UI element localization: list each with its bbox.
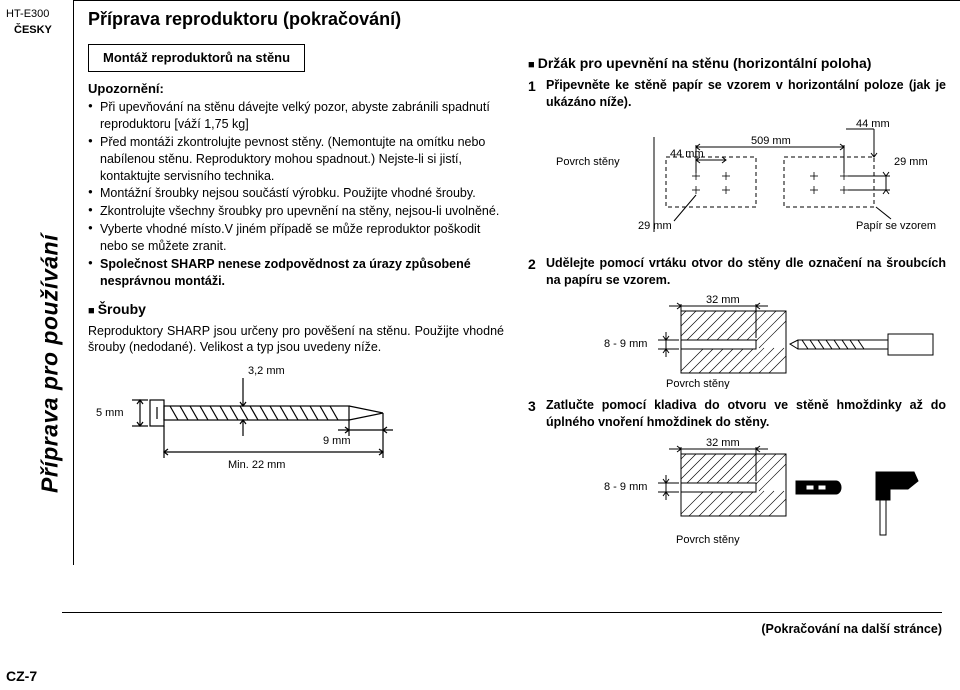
screw-svg: 5 mm 3,2 mm 9 mm Min. 22 mm [88,358,468,473]
list-item: Montážní šroubky nejsou součástí výrobku… [88,185,504,202]
page-number: CZ-7 [6,668,37,684]
step-1-text: Připevněte ke stěně papír se vzorem v ho… [546,77,946,111]
screws-heading: Šrouby [88,300,504,319]
step-list: 1 Připevněte ke stěně papír se vzorem v … [528,77,946,547]
step-3-text: Zatlučte pomocí kladiva do otvoru ve stě… [546,397,946,431]
svg-text:5 mm: 5 mm [96,407,124,419]
svg-text:44 mm: 44 mm [856,118,890,130]
svg-text:Povrch stěny: Povrch stěny [676,534,740,546]
svg-text:8 - 9 mm: 8 - 9 mm [604,338,647,350]
model-code: HT-E300 [6,8,65,20]
svg-text:8 - 9 mm: 8 - 9 mm [604,481,647,493]
svg-text:Povrch stěny: Povrch stěny [666,378,730,389]
svg-text:9 mm: 9 mm [323,435,351,447]
step-2-text: Udělejte pomocí vrtáku otvor do stěny dl… [546,255,946,289]
step-1: 1 Připevněte ke stěně papír se vzorem v … [528,77,946,247]
list-item: Před montáži zkontrolujte pevnost stěny.… [88,134,504,185]
right-column: Držák pro upevnění na stěnu (horizontáln… [528,44,946,555]
svg-text:29 mm: 29 mm [894,156,928,168]
page-title: Příprava reproduktoru (pokračování) [88,9,946,30]
language-label: ČESKY [14,24,65,36]
svg-text:44 mm: 44 mm [670,148,704,160]
list-item: Zkontrolujte všechny šroubky pro upevněn… [88,203,504,220]
mount-box-title: Montáž reproduktorů na stěnu [88,44,305,72]
figure-2: 32 mm 8 - 9 mm Povrch stěny [546,294,946,389]
step-2: 2 Udělejte pomocí vrtáku otvor do stěny … [528,255,946,390]
left-column: Montáž reproduktorů na stěnu Upozornění:… [88,44,504,555]
svg-text:Papír se vzorem: Papír se vzorem [856,220,936,232]
section-rotated-title: Příprava pro používání [37,234,64,494]
screw-figure: 5 mm 3,2 mm 9 mm Min. 22 mm [88,358,468,478]
page-body: Příprava reproduktoru (pokračování) Mont… [73,0,960,565]
svg-text:3,2 mm: 3,2 mm [248,365,285,377]
bracket-heading: Držák pro upevnění na stěnu (horizontáln… [528,54,946,73]
step-3: 3 Zatlučte pomocí kladiva do otvoru ve s… [528,397,946,547]
list-item: Při upevňování na stěnu dávejte velký po… [88,99,504,133]
figure-1: Povrch stěny 509 mm 44 mm 44 mm 29 mm 29… [546,117,946,247]
list-item-bold: Společnost SHARP nenese zodpovědnost za … [88,256,504,290]
svg-text:Povrch stěny: Povrch stěny [556,156,620,168]
warning-list: Při upevňování na stěnu dávejte velký po… [88,99,504,290]
figure-3: 32 mm 8 - 9 mm Povrch stěny [546,437,946,547]
svg-text:Min. 22 mm: Min. 22 mm [228,459,285,471]
svg-text:32 mm: 32 mm [706,294,740,306]
screws-text: Reproduktory SHARP jsou určeny pro pověš… [88,323,504,357]
svg-text:509 mm: 509 mm [751,135,791,147]
list-item: Vyberte vhodné místo.V jiném případě se … [88,221,504,255]
svg-text:32 mm: 32 mm [706,437,740,449]
continuation-note: (Pokračování na další stránce) [761,622,942,636]
svg-text:29 mm: 29 mm [638,220,672,232]
warning-heading: Upozornění: [88,80,504,98]
sidebar: HT-E300 ČESKY Příprava pro používání [0,0,65,640]
